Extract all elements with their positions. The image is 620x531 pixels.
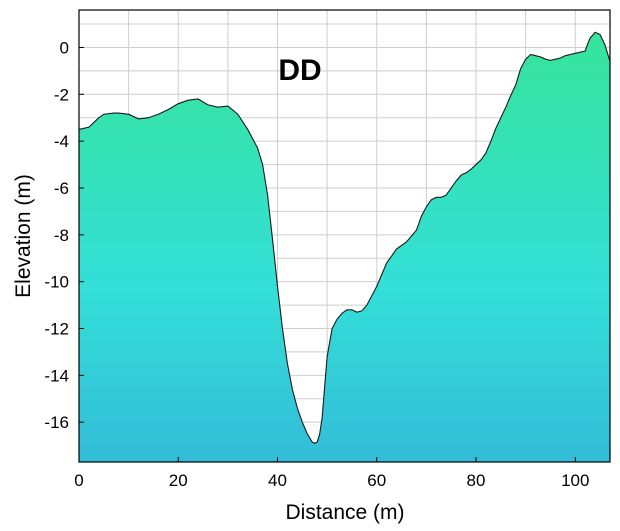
x-axis-ticks: 0 20 40 60 80 100 — [74, 457, 589, 490]
chart-title: DD — [278, 54, 321, 87]
y-axis-ticks: 0 -2 -4 -6 -8 -10 -12 -14 -16 — [44, 38, 84, 432]
y-tick-label: -10 — [44, 273, 69, 292]
series-layer — [78, 31, 611, 462]
y-tick-label: -2 — [54, 85, 69, 104]
x-axis-label: Distance (m) — [285, 501, 404, 524]
x-tick-label: 0 — [74, 471, 83, 490]
x-tick-label: 80 — [467, 471, 486, 490]
y-axis-label: Elevation (m) — [12, 174, 35, 298]
elevation-line — [78, 31, 611, 444]
y-tick-label: -6 — [54, 179, 69, 198]
y-tick-label: -16 — [44, 413, 69, 432]
y-tick-label: 0 — [60, 38, 69, 57]
x-tick-label: 20 — [169, 471, 188, 490]
x-tick-label: 60 — [367, 471, 386, 490]
x-tick-label: 100 — [561, 471, 589, 490]
y-tick-label: -14 — [44, 366, 69, 385]
x-tick-label: 40 — [268, 471, 287, 490]
y-tick-label: -4 — [54, 132, 69, 151]
plot-frame — [78, 9, 611, 463]
elevation-area — [79, 32, 610, 462]
y-tick-label: -12 — [44, 320, 69, 339]
y-tick-label: -8 — [54, 226, 69, 245]
